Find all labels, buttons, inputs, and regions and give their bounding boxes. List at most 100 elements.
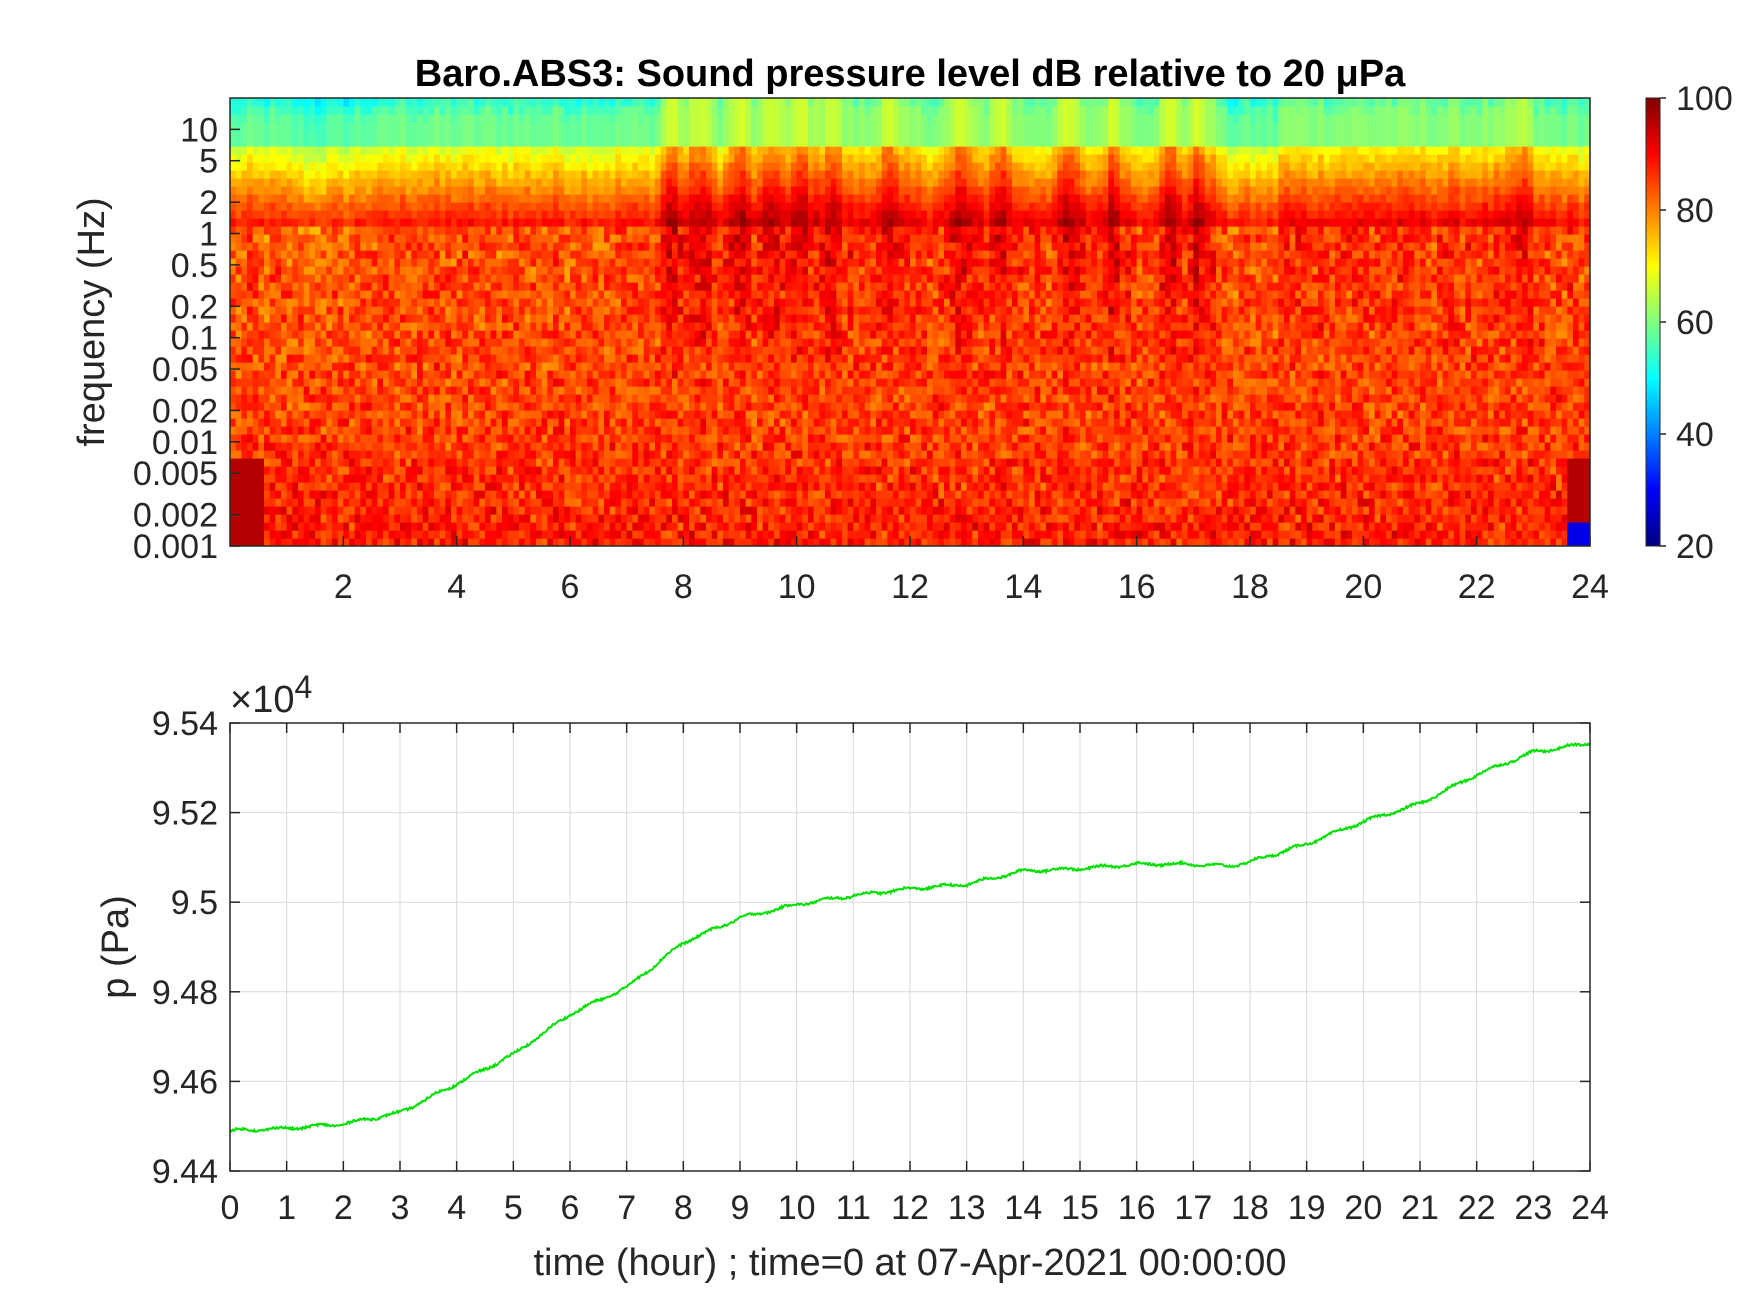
heatmap-cell — [417, 490, 424, 499]
heatmap-cell — [643, 98, 650, 107]
heatmap-cell — [536, 186, 543, 195]
heatmap-cell — [638, 122, 645, 131]
heatmap-cell — [519, 434, 526, 443]
heatmap-cell — [349, 178, 356, 187]
heatmap-cell — [598, 114, 605, 123]
heatmap-cell — [349, 322, 356, 331]
heatmap-cell — [258, 530, 265, 539]
heatmap-cell — [247, 450, 254, 459]
heatmap-cell — [247, 114, 254, 123]
heatmap-cell — [388, 354, 395, 363]
heatmap-cell — [711, 178, 718, 187]
heatmap-cell — [660, 434, 667, 443]
heatmap-cell — [235, 322, 242, 331]
heatmap-cell — [553, 370, 560, 379]
heatmap-cell — [570, 450, 577, 459]
heatmap-cell — [496, 402, 503, 411]
heatmap-cell — [275, 194, 282, 203]
heatmap-cell — [649, 442, 656, 451]
heatmap-cell — [581, 474, 588, 483]
heatmap-cell — [235, 474, 242, 483]
heatmap-cell — [298, 442, 305, 451]
heatmap-cell — [230, 122, 237, 131]
heatmap-cell — [235, 138, 242, 147]
heatmap-cell — [536, 522, 543, 531]
heatmap-cell — [604, 378, 611, 387]
heatmap-cell — [609, 274, 616, 283]
heatmap-cell — [417, 130, 424, 139]
heatmap-cell — [439, 498, 446, 507]
heatmap-cell — [626, 466, 633, 475]
heatmap-cell — [626, 498, 633, 507]
heatmap-cell — [400, 458, 407, 467]
heatmap-cell — [564, 450, 571, 459]
heatmap-cell — [479, 378, 486, 387]
heatmap-cell — [649, 170, 656, 179]
heatmap-cell — [366, 226, 373, 235]
heatmap-cell — [638, 170, 645, 179]
heatmap-cell — [456, 274, 463, 283]
heatmap-cell — [530, 146, 537, 155]
heatmap-cell — [581, 258, 588, 267]
heatmap-cell — [286, 234, 293, 243]
heatmap-cell — [247, 458, 254, 467]
heatmap-cell — [417, 314, 424, 323]
heatmap-cell — [496, 386, 503, 395]
heatmap-cell — [479, 354, 486, 363]
heatmap-cell — [400, 154, 407, 163]
heatmap-cell — [496, 98, 503, 107]
heatmap-cell — [694, 370, 701, 379]
heatmap-cell — [672, 322, 679, 331]
heatmap-cell — [479, 362, 486, 371]
heatmap-cell — [332, 514, 339, 523]
heatmap-cell — [490, 186, 497, 195]
heatmap-cell — [519, 506, 526, 515]
heatmap-cell — [405, 290, 412, 299]
heatmap-cell — [672, 106, 679, 115]
heatmap-cell — [235, 274, 242, 283]
heatmap-cell — [298, 122, 305, 131]
heatmap-cell — [541, 482, 548, 491]
heatmap-cell — [326, 170, 333, 179]
heatmap-cell — [660, 210, 667, 219]
heatmap-cell — [343, 210, 350, 219]
heatmap-cell — [264, 474, 271, 483]
heatmap-cell — [587, 346, 594, 355]
heatmap-cell — [723, 450, 730, 459]
heatmap-cell — [660, 498, 667, 507]
heatmap-cell — [564, 442, 571, 451]
heatmap-cell — [445, 186, 452, 195]
heatmap-cell — [422, 514, 429, 523]
heatmap-cell — [592, 450, 599, 459]
heatmap-cell — [422, 386, 429, 395]
heatmap-cell — [638, 378, 645, 387]
heatmap-cell — [275, 290, 282, 299]
heatmap-cell — [360, 402, 367, 411]
heatmap-cell — [723, 186, 730, 195]
heatmap-cell — [383, 218, 390, 227]
heatmap-cell — [541, 218, 548, 227]
heatmap-cell — [581, 114, 588, 123]
heatmap-cell — [428, 386, 435, 395]
heatmap-cell — [638, 322, 645, 331]
heatmap-cell — [428, 474, 435, 483]
heatmap-cell — [354, 298, 361, 307]
heatmap-cell — [581, 482, 588, 491]
heatmap-cell — [366, 466, 373, 475]
heatmap-cell — [660, 354, 667, 363]
heatmap-cell — [451, 194, 458, 203]
heatmap-cell — [252, 538, 259, 546]
heatmap-cell — [496, 194, 503, 203]
heatmap-cell — [536, 290, 543, 299]
heatmap-cell — [445, 154, 452, 163]
heatmap-cell — [694, 450, 701, 459]
heatmap-cell — [575, 370, 582, 379]
heatmap-cell — [315, 290, 322, 299]
heatmap-cell — [502, 186, 509, 195]
heatmap-cell — [524, 218, 531, 227]
heatmap-cell — [252, 450, 259, 459]
heatmap-cell — [241, 482, 248, 491]
heatmap-cell — [706, 330, 713, 339]
heatmap-cell — [587, 538, 594, 546]
heatmap-cell — [462, 306, 469, 315]
